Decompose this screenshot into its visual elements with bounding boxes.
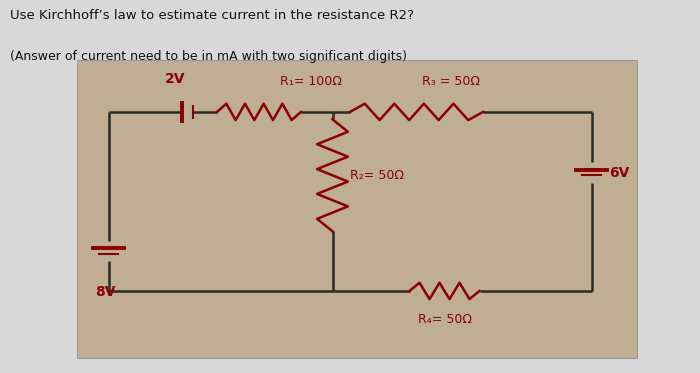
Text: (Answer of current need to be in mA with two significant digits): (Answer of current need to be in mA with… — [10, 50, 407, 63]
Text: 2V: 2V — [164, 72, 186, 86]
Text: 6V: 6V — [609, 166, 629, 179]
Text: 8V: 8V — [94, 285, 116, 300]
Text: R₃ = 50Ω: R₃ = 50Ω — [423, 75, 480, 88]
Text: Use Kirchhoff’s law to estimate current in the resistance R2?: Use Kirchhoff’s law to estimate current … — [10, 9, 414, 22]
Text: R₂= 50Ω: R₂= 50Ω — [350, 169, 404, 182]
Text: R₁= 100Ω: R₁= 100Ω — [280, 75, 342, 88]
FancyBboxPatch shape — [77, 60, 637, 358]
Text: R₄= 50Ω: R₄= 50Ω — [417, 313, 472, 326]
